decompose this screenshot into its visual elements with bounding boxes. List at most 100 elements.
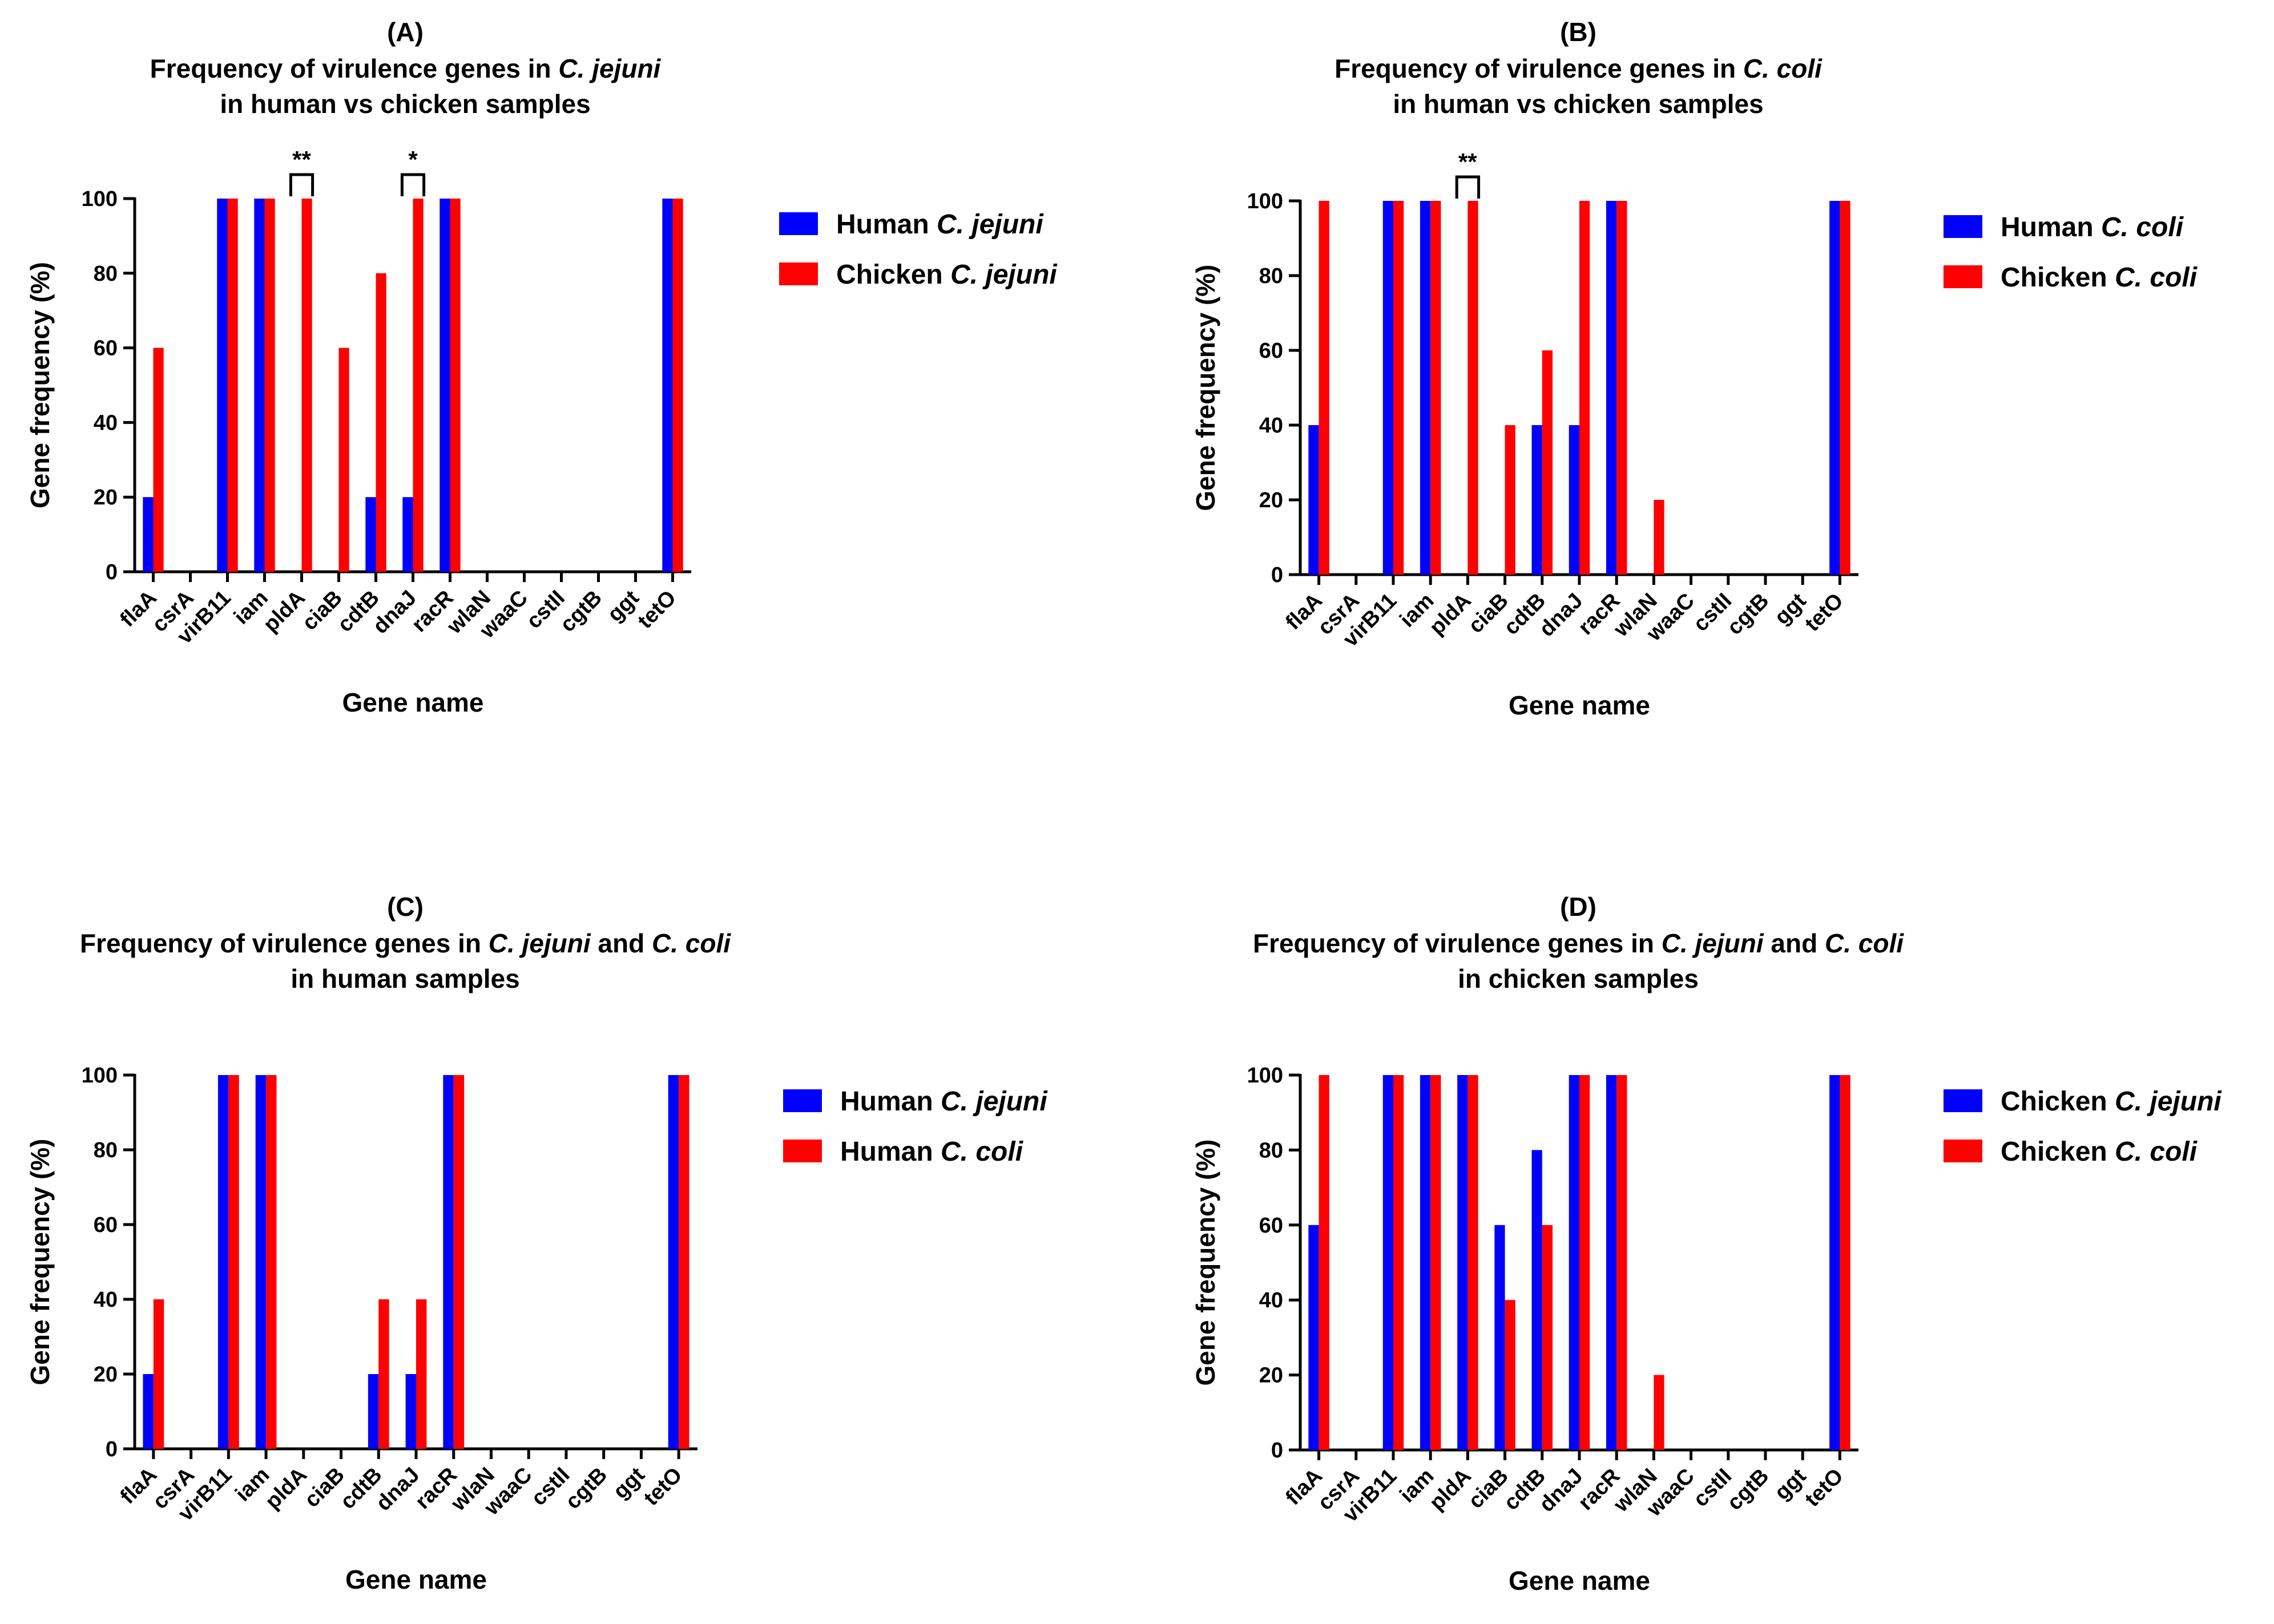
- chart-title-line: in chicken samples: [1458, 964, 1699, 993]
- legend-label: Chicken C. coli: [2001, 262, 2198, 293]
- x-axis-label: Gene name: [345, 1565, 487, 1594]
- significance-label: *: [408, 146, 418, 173]
- bar: [1829, 201, 1840, 575]
- legend-label: Human C. jejuni: [840, 1086, 1048, 1117]
- x-tick-label: tetO: [1800, 1464, 1848, 1512]
- x-axis-label: Gene name: [1509, 690, 1650, 720]
- legend-label-part: Human: [840, 1086, 941, 1117]
- y-axis-label: Gene frequency (%): [1191, 265, 1220, 511]
- bar: [153, 348, 164, 572]
- significance-bracket: [400, 173, 426, 196]
- y-axis-label: Gene frequency (%): [25, 262, 55, 508]
- bar: [1420, 201, 1431, 575]
- chart-title-line: Frequency of virulence genes in C. jejun…: [1253, 928, 1904, 958]
- legend-label-part: C. jejuni: [937, 209, 1044, 240]
- legend-label-part: C. jejuni: [2115, 1086, 2222, 1117]
- legend-label-part: Human: [840, 1137, 941, 1167]
- legend-swatch: [779, 262, 818, 285]
- chart-title-line: in human vs chicken samples: [1393, 89, 1763, 119]
- y-tick-label: 80: [1259, 1138, 1283, 1162]
- x-tick-label: tetO: [639, 1463, 687, 1510]
- bar: [1654, 1375, 1664, 1450]
- chart-title-line-part: in chicken samples: [1458, 964, 1699, 993]
- x-tick-label: cgtB: [555, 586, 606, 637]
- legend-swatch: [779, 212, 818, 235]
- legend-label: Human C. coli: [840, 1137, 1024, 1167]
- bar: [1569, 1075, 1579, 1450]
- legend-label-part: C. coli: [2115, 262, 2198, 293]
- bar: [1616, 1075, 1627, 1450]
- bar: [378, 1299, 389, 1449]
- chart-panel: (C) Frequency of virulence genes in C. je…: [25, 892, 1048, 1594]
- bar: [227, 199, 238, 572]
- chart-title-line: in human vs chicken samples: [220, 89, 590, 119]
- chart-title-line-part: and: [591, 928, 652, 958]
- chart-title-line-part: Frequency of virulence genes in: [1253, 928, 1662, 958]
- chart-title-line-part: C. jejuni: [558, 54, 661, 83]
- bar: [1606, 1075, 1617, 1450]
- bar: [1840, 1075, 1850, 1450]
- legend-label-part: Chicken: [2001, 1137, 2115, 1167]
- bar: [405, 1374, 416, 1449]
- x-tick-label: dnaJ: [1535, 1464, 1587, 1517]
- bar: [453, 1075, 465, 1449]
- bar: [1467, 1075, 1478, 1450]
- significance-bracket: [1455, 175, 1481, 199]
- bar: [264, 199, 275, 572]
- bar: [1505, 1300, 1515, 1450]
- y-tick-label: 0: [106, 1437, 118, 1461]
- bar: [217, 1075, 229, 1449]
- chart-title-line: Frequency of virulence genes in C. jejun…: [150, 54, 662, 83]
- legend-label-part: Human: [2001, 212, 2101, 243]
- bar: [376, 273, 386, 572]
- x-tick-label: cgtB: [1723, 589, 1773, 640]
- bar: [255, 1075, 267, 1449]
- panel-letter: (C): [387, 892, 424, 922]
- legend-label-part: C. coli: [2101, 212, 2184, 243]
- panel-letter: (B): [1560, 17, 1596, 47]
- bar: [1531, 425, 1542, 575]
- legend-label-part: C. coli: [941, 1137, 1024, 1167]
- bar: [143, 497, 154, 572]
- y-tick-label: 40: [1259, 1288, 1283, 1312]
- x-tick-label: ciaB: [300, 1463, 349, 1512]
- bar: [254, 199, 265, 572]
- x-tick-label: cgtB: [561, 1463, 612, 1514]
- legend-label-part: C. coli: [2115, 1137, 2198, 1167]
- y-axis-label: Gene frequency (%): [25, 1139, 55, 1385]
- legend-label-part: Chicken: [836, 260, 950, 290]
- y-tick-label: 100: [82, 1064, 118, 1088]
- bar: [1531, 1150, 1542, 1450]
- chart-title-line-part: C. jejuni: [489, 928, 591, 958]
- y-tick-label: 60: [1259, 339, 1283, 363]
- y-tick-label: 100: [1247, 1064, 1283, 1088]
- bar: [1382, 1075, 1393, 1450]
- y-tick-label: 0: [1271, 1439, 1283, 1463]
- x-axis-label: Gene name: [1509, 1566, 1650, 1595]
- chart-title-line: in human samples: [291, 964, 519, 993]
- bar: [1616, 201, 1627, 575]
- x-tick-label: pldA: [1425, 589, 1475, 640]
- legend-label-part: Chicken: [2001, 262, 2115, 293]
- bar: [228, 1075, 239, 1449]
- chart-title-line-part: Frequency of virulence genes in: [150, 54, 559, 83]
- legend-label: Chicken C. jejuni: [836, 260, 1058, 290]
- bar: [365, 497, 376, 572]
- y-tick-label: 40: [94, 1288, 118, 1312]
- bar: [338, 348, 349, 572]
- bar: [1542, 350, 1553, 575]
- bar: [1457, 1075, 1468, 1450]
- bar: [1308, 1225, 1319, 1450]
- bar: [1569, 425, 1579, 575]
- x-tick-label: pldA: [259, 586, 309, 637]
- x-tick-label: cgtB: [1723, 1464, 1773, 1515]
- bar: [1393, 1075, 1404, 1450]
- legend-swatch: [1944, 1089, 1982, 1112]
- legend-swatch: [1944, 215, 1982, 238]
- chart-panel: (B) Frequency of virulence genes in C. co…: [1191, 17, 2198, 720]
- legend-label-part: Chicken: [2001, 1086, 2115, 1117]
- chart-title-line-part: C. jejuni: [1662, 928, 1764, 958]
- bar: [1308, 425, 1319, 575]
